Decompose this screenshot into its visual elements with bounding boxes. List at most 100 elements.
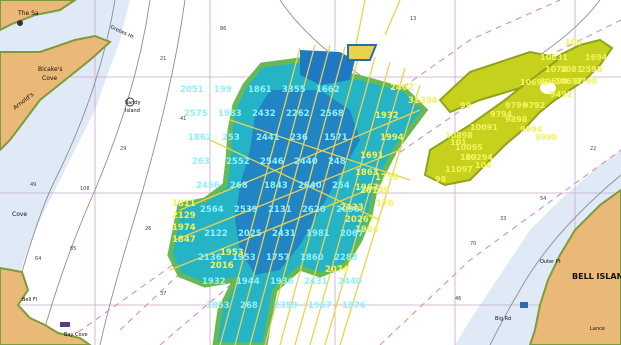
survey-sounding-label: 1860 [300,253,324,263]
chart-depth-value: 41 [180,116,186,122]
place-top-left-label: The Sa [17,10,39,17]
survey-sounding-label: 1994 [380,133,404,143]
survey-sounding-label: 1932 [202,277,226,287]
survey-sounding-label: 2131 [268,205,292,215]
survey-sounding-label: 2431 [272,229,296,239]
survey-sounding-label: 2262 [286,109,310,119]
place-bay-cove-label: Bay Cove [64,332,88,338]
chart-depth-value: 26 [145,226,151,232]
survey-sounding-label: 3355 [282,85,306,95]
survey-sounding-label: 1981 [306,229,330,239]
chart-depth-value: 13 [410,16,416,22]
survey-sounding-label: 2546 [260,157,284,167]
survey-sounding-label-right: 10294 [465,153,493,162]
survey-sounding-label: 2539 [234,205,258,215]
survey-sounding-label: 1571 [324,133,348,143]
survey-sounding-label: 31394 [408,96,438,106]
survey-sounding-label-right: 9796 [505,101,528,110]
place-sandy-label: Sandy [125,100,141,106]
survey-sounding-label: 2456 [196,181,220,191]
survey-sounding-label: 2440 [338,277,362,287]
survey-sounding-label-right: 10698 [520,78,548,87]
survey-sounding-label: 2402 [390,83,414,93]
survey-sounding-label-right: 9998 [535,133,558,142]
survey-sounding-label: 1936 [270,277,294,287]
survey-sounding-label-right: 10091 [470,123,498,132]
survey-sounding-label: 2090 [336,205,360,215]
survey-sounding-label-right: 9798 [575,77,598,86]
land-left-bottom [0,266,92,345]
survey-sounding-label: 236 [290,133,308,143]
survey-tracks [169,0,421,345]
survey-sounding-label-right: 1081 [560,65,583,74]
chart-depth-value: 49 [30,182,36,188]
survey-sounding-label: 1843 [264,181,288,191]
survey-sounding-label: 1853 [206,301,230,311]
survey-soundings-yellow: 2402 31394 1932 1994 1691 1863 1963 2433 1758 201… [172,83,438,275]
survey-sounding-label-right: 9794 [490,110,513,119]
survey-sounding-label-right: 9792 [523,101,545,110]
survey-sounding-label: 2051 [180,85,204,95]
chart-depth-value: 70 [470,241,476,247]
survey-soundings-cyan: 2051 199 1861 3355 1662 2575 1983 2432 2262 2568 1… [180,85,366,311]
place-left-cove-label: Cove [12,211,27,218]
survey-sounding-label: 1863 [355,168,379,178]
survey-sounding-label: 2074 [325,265,349,275]
survey-sounding-label: 2016 [210,261,234,271]
survey-sounding-label: 2441 [256,133,280,143]
survey-sounding-label: 2433 [340,203,364,213]
survey-soundings-right: 1063110016941074108125981069810698106979… [435,38,608,184]
survey-sounding-label-right: 10631 [540,53,568,62]
survey-sounding-label: 1662 [316,85,340,95]
survey-sounding-label: 2067 [340,229,364,239]
survey-sounding-label: 2025 [238,229,262,239]
survey-sounding-label: 1963 [355,183,379,193]
place-cove-label: Cove [42,75,57,82]
survey-sounding-label: 1932 [375,111,399,121]
chart-depth-value: 22 [590,146,596,152]
survey-sounding-label: 2552 [226,157,250,167]
survey-sounding-label: 20267 [345,215,375,225]
survey-sounding-label: 1944 [236,277,260,287]
land-left-peninsula [0,34,112,152]
survey-sounding-label: 1757 [266,253,290,263]
chart-depth-soundings: 49 108 26 37 64 85 29 21 70 46 33 22 13 86 41 54 [30,16,596,302]
track-start-marker [347,44,378,61]
place-big-rd-label: Big Rd [495,316,511,322]
survey-sounding-label-right: 10095 [455,143,483,152]
survey-sounding-label: 1967 [308,301,332,311]
survey-sounding-label: 2564 [200,205,224,215]
survey-sounding-label-right: 9492 [550,90,572,99]
survey-sounding-label: 1847 [172,235,196,245]
survey-sounding-label-right: 1694 [585,53,608,62]
survey-sounding-label: 1983 [218,109,242,119]
survey-sounding-label: 254 [332,181,350,191]
survey-sounding-label: 199 [214,85,232,95]
chart-depth-value: 37 [160,291,166,297]
land-top-left [0,0,77,32]
chart-depth-value: 64 [35,256,41,262]
chart-depth-value: 54 [540,196,546,202]
survey-sounding-label: 253 [222,133,240,143]
survey-sounding-label: 2620 [302,205,326,215]
place-bell-island-label: BELL ISLAN [572,272,621,281]
survey-sounding-label: 1691 [360,151,384,161]
survey-sounding-label-right: 10697 [555,77,583,86]
survey-sounding-label: 2575 [184,109,208,119]
place-outer-pt-label: Outer Pt [540,259,561,265]
place-lance-label: Lance [590,326,605,332]
chart-depth-value: 29 [120,146,126,152]
survey-sounding-label-right: 10698 [540,77,568,86]
survey-sounding-label: 1811 [172,199,196,209]
survey-sounding-label-right: 9898 [505,115,528,124]
survey-sounding-label: 248 [328,157,346,167]
place-bell-fl-label: Bell Fl [22,297,37,303]
survey-sounding-label-right: 100 [565,38,582,47]
survey-sounding-label: 1862 [188,133,212,143]
survey-sounding-label: 2359 [274,301,298,311]
survey-hole-right [540,82,556,94]
chart-depth-value: 21 [160,56,166,62]
survey-sounding-label: 2129 [172,211,196,221]
